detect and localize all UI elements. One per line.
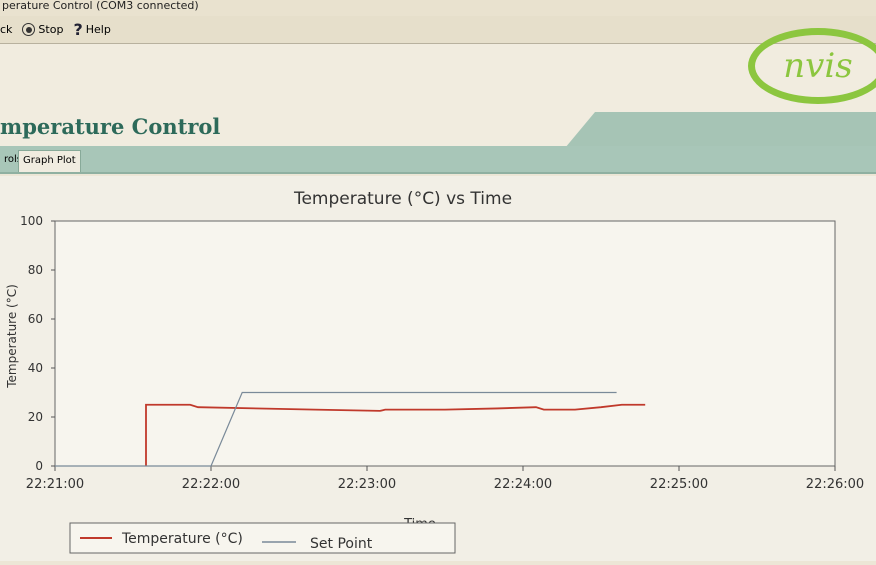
tab-graph-plot[interactable]: Graph Plot bbox=[18, 150, 81, 172]
legend-setpoint: Set Point bbox=[310, 536, 373, 552]
series-line-set-point bbox=[55, 391, 617, 467]
stop-button[interactable]: Stop bbox=[22, 23, 63, 36]
x-tick-label: 22:26:00 bbox=[806, 477, 864, 492]
stop-icon bbox=[22, 23, 36, 36]
legend: Temperature (°C) Set Point bbox=[69, 522, 456, 554]
app-title: mperature Control bbox=[0, 114, 221, 139]
toolbar: ck Stop ? Help bbox=[0, 16, 876, 44]
x-tick-label: 22:25:00 bbox=[650, 477, 708, 492]
y-tick-label: 20 bbox=[28, 410, 43, 424]
series-line-temperature bbox=[145, 403, 646, 466]
chart: Temperature (°C) vs Time Temperature (°C… bbox=[5, 189, 864, 554]
y-tick-label: 80 bbox=[28, 263, 43, 277]
help-icon: ? bbox=[73, 20, 83, 39]
logo: nvis bbox=[748, 28, 876, 104]
y-tick-label: 40 bbox=[28, 361, 43, 375]
stop-label: Stop bbox=[38, 23, 64, 36]
plot-area bbox=[54, 220, 836, 467]
tab-controls[interactable]: rols bbox=[4, 154, 22, 165]
x-tick-label: 22:23:00 bbox=[338, 477, 396, 492]
x-tick-label: 22:21:00 bbox=[26, 477, 84, 492]
back-button[interactable]: ck bbox=[0, 23, 12, 36]
chart-title: Temperature (°C) vs Time bbox=[293, 189, 512, 209]
y-tick-label: 100 bbox=[20, 214, 43, 228]
back-label: ck bbox=[0, 23, 13, 36]
legend-temperature: Temperature (°C) bbox=[121, 531, 243, 547]
x-tick-label: 22:22:00 bbox=[182, 477, 240, 492]
help-button[interactable]: ? Help bbox=[73, 20, 110, 39]
legend-box bbox=[69, 522, 456, 554]
y-axis-label: Temperature (°C) bbox=[5, 284, 19, 389]
tab-strip: rols Graph Plot bbox=[0, 146, 876, 174]
y-tick-label: 60 bbox=[28, 312, 43, 326]
help-label: Help bbox=[85, 23, 111, 36]
graph-panel: Temperature (°C) vs Time Temperature (°C… bbox=[0, 176, 876, 561]
y-tick-label: 0 bbox=[35, 459, 43, 473]
x-tick-label: 22:24:00 bbox=[494, 477, 552, 492]
header-band bbox=[565, 112, 876, 148]
window-title: perature Control (COM3 connected) bbox=[0, 0, 876, 16]
